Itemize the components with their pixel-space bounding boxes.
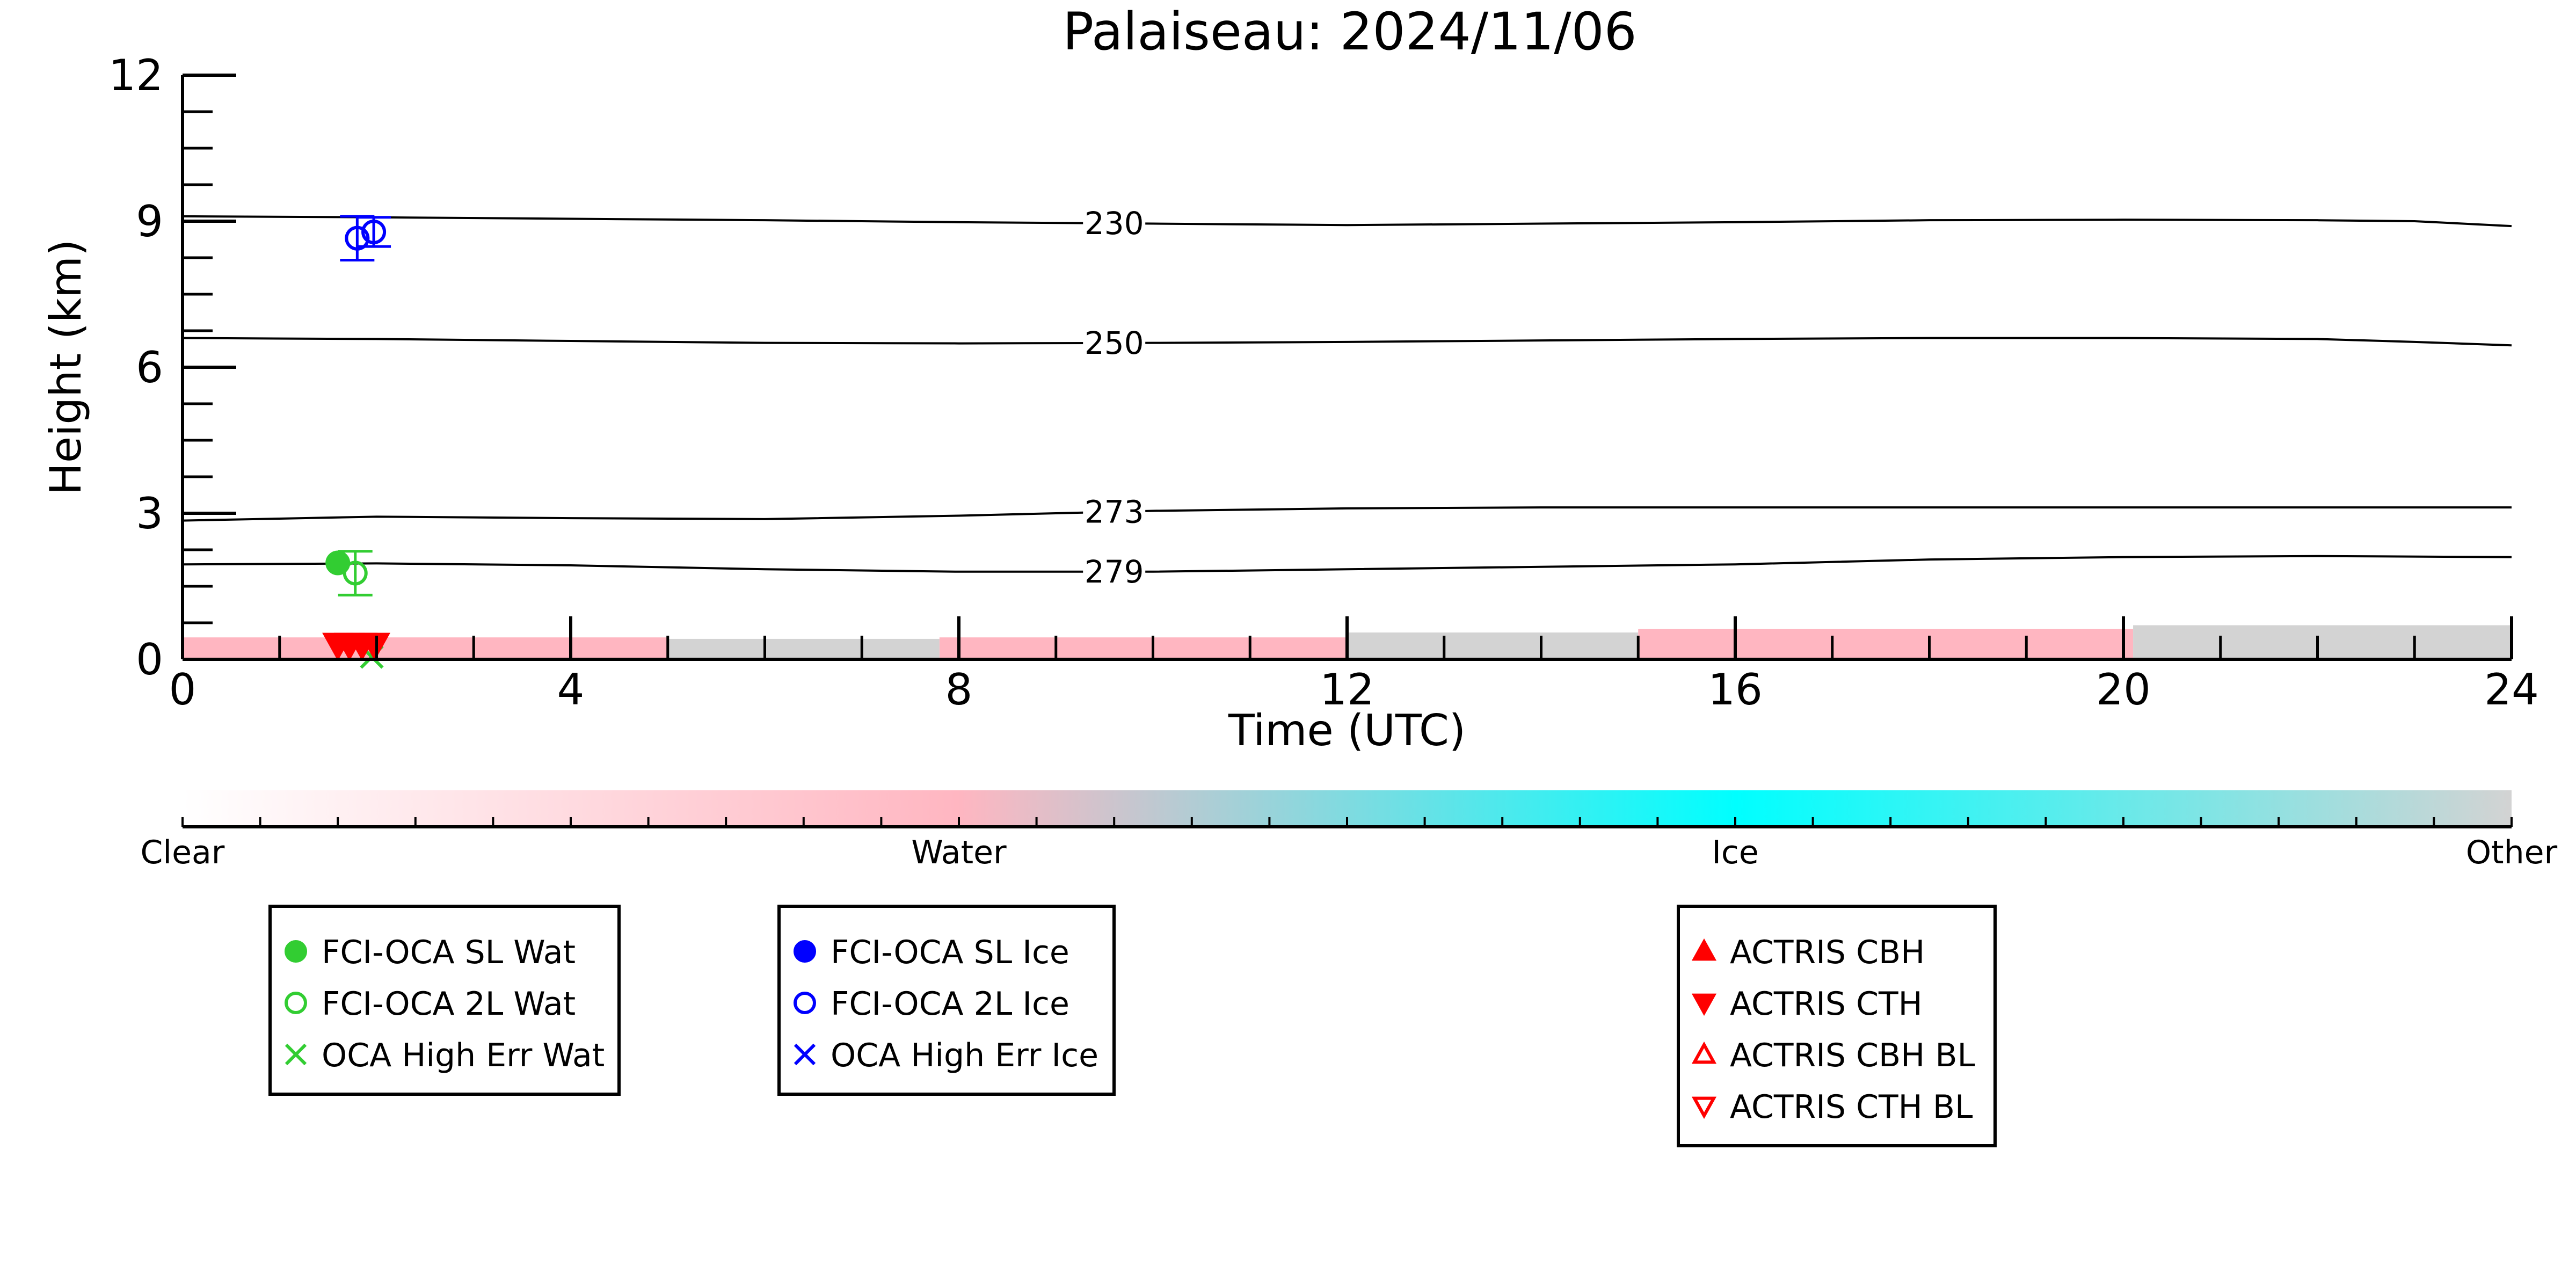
legend-label: FCI-OCA SL Wat xyxy=(322,934,576,971)
point-fci-oca-2l-wat xyxy=(343,561,368,586)
colorbar-label-ice: Ice xyxy=(1712,834,1759,871)
point-fci-oca-2l-ice xyxy=(361,219,387,244)
band-segment-water xyxy=(183,637,668,659)
contour-label-bg-279 xyxy=(1083,553,1146,589)
legend-label: FCI-OCA 2L Wat xyxy=(322,985,576,1023)
contour-label-230: 230 xyxy=(1085,205,1144,242)
contour-label-273: 273 xyxy=(1085,493,1144,530)
legend-marker-filled-circle xyxy=(794,940,816,963)
legend-label: ACTRIS CTH xyxy=(1730,985,1923,1023)
x-tick-label: 24 xyxy=(2484,665,2539,715)
y-tick-label: 0 xyxy=(136,635,163,685)
band-segment-other xyxy=(1347,632,1639,659)
axes: 0 3 6 9 12 0 4 8 12 16 20 24 xyxy=(108,50,2539,715)
colorbar-label-other: Other xyxy=(2466,834,2558,871)
contour-label-250: 250 xyxy=(1085,325,1144,361)
legend-box-3: ACTRIS CBH ACTRIS CTH ACTRIS CBH BL ACTRIS … xyxy=(1677,905,1997,1147)
y-tick-label: 6 xyxy=(136,343,163,392)
contour-line-273 xyxy=(182,506,2512,522)
legend-label: ACTRIS CBH BL xyxy=(1730,1037,1975,1074)
legend-marker-open-circle xyxy=(794,992,816,1014)
band-segment-other xyxy=(667,638,940,659)
legends: FCI-OCA SL Wat FCI-OCA 2L Wat OCA High Err… xyxy=(268,905,1997,1147)
contour-line-279 xyxy=(182,555,2512,573)
legend-frame xyxy=(1677,905,1997,1147)
band-segment-water xyxy=(939,637,1347,659)
legend-label: OCA High Err Wat xyxy=(322,1037,605,1074)
legend-marker-x xyxy=(794,1043,816,1066)
band-segment-other xyxy=(2133,625,2512,659)
x-tick-label: 16 xyxy=(1708,665,1763,715)
contour-label-bg-230 xyxy=(1083,205,1146,241)
temperature-contours: 230 250 273 279 xyxy=(182,205,2512,590)
plot-area: 230 250 273 279 0 3 6 9 12 0 4 8 12 16 20 24 Time (UTC… xyxy=(41,50,2539,755)
x-tick-label: 8 xyxy=(945,665,973,715)
chart-title: Palaiseau: 2024/11/06 xyxy=(1063,2,1637,62)
legend-frame xyxy=(268,905,621,1096)
x-tick-label: 20 xyxy=(2096,665,2151,715)
contour-label-bg-250 xyxy=(1083,324,1146,360)
point-actris-cth xyxy=(359,632,390,661)
legend-marker-filled-triangle-up xyxy=(1691,938,1717,961)
legend-box-2: FCI-OCA SL Ice FCI-OCA 2L Ice OCA High Err… xyxy=(777,905,1116,1096)
colorbar-label-water: Water xyxy=(911,834,1007,871)
legend-marker-filled-circle xyxy=(285,940,307,963)
y-tick-label: 3 xyxy=(136,489,163,539)
contour-label-279: 279 xyxy=(1085,554,1144,590)
legend-label: FCI-OCA 2L Ice xyxy=(831,985,1069,1023)
x-tick-label: 4 xyxy=(557,665,585,715)
x-tick-label: 0 xyxy=(169,665,197,715)
x-tick-label: 12 xyxy=(1320,665,1374,715)
x-axis-label: Time (UTC) xyxy=(1228,705,1466,755)
contour-line-250 xyxy=(182,337,2512,347)
colorbar-ticks: Clear Water Ice Other xyxy=(141,817,2558,871)
colorbar: Clear Water Ice Other xyxy=(141,790,2558,871)
legend-label: OCA High Err Ice xyxy=(831,1037,1098,1074)
legend-marker-open-circle xyxy=(285,992,307,1014)
point-fci-oca-2l-ice xyxy=(345,225,370,251)
legend-marker-x xyxy=(285,1043,307,1066)
legend-label: FCI-OCA SL Ice xyxy=(831,934,1069,971)
legend-frame xyxy=(777,905,1116,1096)
observation-points xyxy=(322,215,391,669)
legend-marker-filled-triangle-down xyxy=(1691,993,1717,1016)
legend-marker-open-triangle-down xyxy=(1691,1096,1717,1119)
y-tick-label: 9 xyxy=(136,197,163,246)
contour-label-bg-273 xyxy=(1083,493,1146,529)
legend-marker-open-triangle-up xyxy=(1691,1041,1717,1064)
band-segment-water xyxy=(1638,629,2134,659)
contour-line-230 xyxy=(182,215,2512,228)
y-tick-label: 12 xyxy=(108,50,163,100)
legend-box-1: FCI-OCA SL Wat FCI-OCA 2L Wat OCA High Err… xyxy=(268,905,621,1096)
legend-label: ACTRIS CBH xyxy=(1730,934,1925,971)
y-axis-label: Height (km) xyxy=(41,239,91,496)
legend-label: ACTRIS CTH BL xyxy=(1730,1088,1973,1126)
colorbar-label-clear: Clear xyxy=(141,834,225,871)
classification-band xyxy=(183,625,2512,659)
